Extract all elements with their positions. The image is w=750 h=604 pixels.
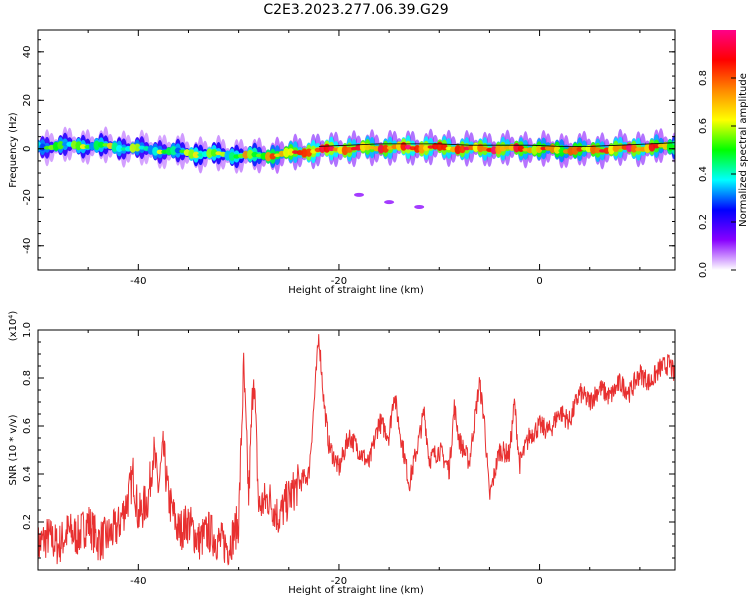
heatmap-cell (594, 147, 601, 154)
heatmap-ridge-trace (318, 142, 675, 147)
heatmap-cell (590, 144, 597, 155)
heatmap-cell (206, 148, 213, 158)
snr-y-tick-label: 0.8 (22, 370, 33, 386)
heatmap-cell (210, 148, 218, 157)
heatmap-cell (571, 145, 579, 155)
heatmap-artifact (414, 204, 425, 209)
heatmap-cell (531, 145, 538, 155)
heatmap-cell (228, 152, 236, 161)
snr-series-line (38, 334, 675, 568)
colorbar: 0.0 0.2 0.4 0.6 0.8 Normalized spectral ampl… (698, 30, 749, 278)
colorbar-tick-label: 0.2 (698, 214, 709, 230)
snr-x-tick-label: 0 (536, 576, 542, 587)
heatmap-y-tick-label: 40 (22, 45, 33, 58)
heatmap-cell (265, 151, 272, 162)
heatmap-ticks: -40 -20 0 -40 -20 0 20 40 (22, 30, 675, 287)
heatmap-cell (301, 148, 308, 158)
heatmap-cell (648, 142, 656, 152)
heatmap-cell (188, 149, 195, 159)
heatmap-cell (192, 151, 200, 159)
heatmap-y-tick-label: 0 (22, 146, 33, 152)
snr-y-tick-label: 0.6 (22, 418, 33, 434)
heatmap-cell (283, 147, 290, 158)
colorbar-tick-label: 0.0 (698, 262, 709, 278)
heatmap-cell (364, 143, 371, 151)
colorbar-ticks: 0.0 0.2 0.4 0.6 0.8 (698, 70, 736, 278)
heatmap-cell (156, 149, 164, 155)
heatmap-cell (612, 144, 620, 153)
chart-title: C2E3.2023.277.06.39.G29 (263, 2, 448, 18)
colorbar-label: Normalized spectral amplitude (738, 73, 749, 227)
heatmap-artifact (384, 200, 395, 205)
snr-y-tick-label: 1.0 (22, 322, 33, 338)
heatmap-cell (495, 145, 502, 155)
heatmap-cell (630, 144, 638, 153)
heatmap-cell (287, 148, 294, 156)
heatmap-cell (246, 149, 254, 159)
heatmap-cell (454, 145, 462, 155)
heatmap-cell (134, 143, 141, 152)
heatmap-cell (79, 144, 87, 150)
snr-panel: -40 -20 0 0.2 0.4 0.6 0.8 1.0 Height of straigh… (8, 311, 676, 596)
heatmap-y-tick-label: -20 (22, 189, 33, 205)
heatmap-cell (635, 147, 642, 152)
snr-y-tick-label: 0.4 (22, 466, 33, 482)
heatmap-cell (97, 141, 105, 148)
heatmap-frame (37, 29, 676, 271)
heatmap-cell (382, 144, 389, 153)
colorbar-tick-label: 0.8 (698, 70, 709, 86)
heatmap-cell (93, 140, 100, 151)
heatmap-y-tick-label: -40 (22, 238, 33, 254)
heatmap-cell (170, 145, 177, 156)
colorbar-tick-label: 0.6 (698, 118, 709, 134)
heatmap-cell (61, 142, 69, 147)
heatmap-y-tick-label: 20 (22, 94, 33, 107)
heatmap-cell (341, 145, 349, 156)
heatmap-ylabel: Frequency (Hz) (8, 112, 19, 188)
heatmap-marks (38, 126, 675, 209)
heatmap-cell (57, 140, 64, 150)
snr-multiplier: (x10⁴) (8, 311, 19, 342)
snr-x-tick-label: -20 (331, 576, 347, 587)
snr-xlabel: Height of straight line (km) (288, 585, 424, 596)
heatmap-panel: -40 -20 0 -40 -20 0 20 40 Height of straight li… (8, 29, 676, 296)
snr-ylabel: SNR (10 * v/v) (8, 414, 19, 485)
heatmap-cell (459, 145, 466, 154)
heatmap-cell (671, 144, 675, 151)
colorbar-bar (712, 30, 736, 270)
heatmap-cell (129, 143, 136, 153)
snr-x-tick-label: -40 (130, 576, 146, 587)
heatmap-cell (305, 148, 313, 157)
heatmap-xlabel: Height of straight line (km) (288, 285, 424, 296)
colorbar-tick-label: 0.4 (698, 166, 709, 182)
heatmap-cell (535, 145, 543, 154)
heatmap-cell (152, 146, 159, 156)
heatmap-cell (75, 141, 82, 151)
heatmap-cell (553, 145, 561, 154)
snr-ticks: -40 -20 0 0.2 0.4 0.6 0.8 1.0 (22, 322, 675, 587)
snr-y-tick-label: 0.2 (22, 514, 33, 530)
heatmap-cell (116, 144, 123, 153)
heatmap-x-tick-label: -20 (331, 276, 347, 287)
heatmap-cell (377, 144, 385, 154)
heatmap-x-tick-label: -40 (130, 276, 146, 287)
heatmap-x-tick-label: 0 (536, 276, 542, 287)
heatmap-cell (418, 144, 425, 154)
heatmap-artifact (354, 192, 365, 197)
heatmap-cell (477, 143, 484, 153)
